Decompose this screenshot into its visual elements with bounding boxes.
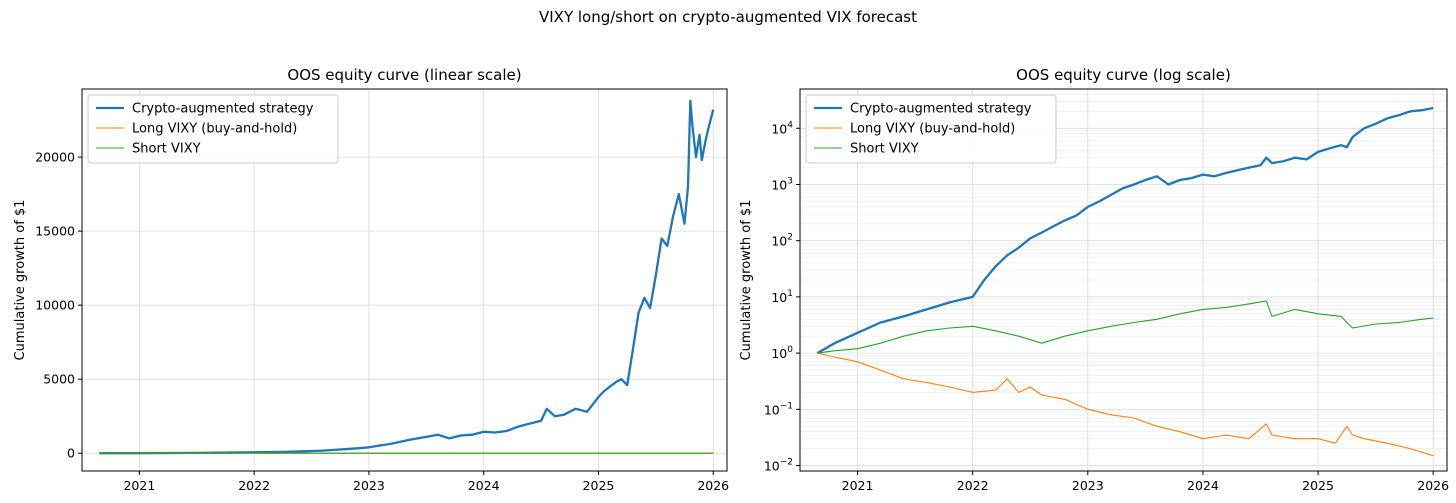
log-legend-label: Crypto-augmented strategy [850,102,1032,117]
log-y-tick-label: 10−2 [764,458,793,474]
log-legend-label: Long VIXY (buy-and-hold) [850,122,1015,137]
linear-x-tick-label: 2023 [353,478,385,493]
log-series-short-vixy [817,300,1434,354]
figure-suptitle: VIXY long/short on crypto-augmented VIX … [539,8,917,26]
log-axes-frame [799,88,1448,472]
linear-y-tick-label: 10000 [35,298,75,313]
log-x-tick-label: 2024 [1187,478,1219,493]
linear-legend: Crypto-augmented strategy Long VIXY (buy-… [87,94,339,164]
log-legend-box [805,94,1057,164]
log-y-tick-label: 10−1 [764,401,793,417]
log-y-axis-label: Cumulative growth of $1 [739,200,754,361]
linear-legend-label: Crypto-augmented strategy [132,102,314,117]
linear-scale-panel: 2021 2022 2023 2024 2025 2026 0 5000 10000 15000 2… [13,66,729,493]
log-y-tick-label: 100 [771,345,793,361]
linear-x-tick-label: 2024 [468,478,500,493]
log-series-long-vixy-buy-and-hold [817,352,1434,457]
linear-x-tick-label: 2022 [238,478,270,493]
linear-y-tick-label: 5000 [43,372,75,387]
linear-y-axis-label: Cumulative growth of $1 [13,200,28,361]
log-x-tick-label: 2022 [957,478,989,493]
linear-legend-box [87,94,339,164]
linear-series-crypto-augmented-strategy [99,99,715,455]
log-legend-label: Short VIXY [850,142,919,157]
linear-legend-label: Long VIXY (buy-and-hold) [132,122,297,137]
log-series-crypto-augmented-strategy [816,106,1434,355]
linear-axes-frame [81,88,728,472]
log-y-tick-label: 101 [771,289,793,305]
linear-y-tick-label: 15000 [35,224,75,239]
log-x-tick-label: 2025 [1302,478,1334,493]
log-y-tick-label: 104 [771,120,793,136]
log-chart-title: OOS equity curve (log scale) [1016,66,1231,84]
log-x-tick-label: 2021 [842,478,874,493]
linear-chart-title: OOS equity curve (linear scale) [287,66,521,84]
linear-x-tick-label: 2026 [697,478,729,493]
linear-y-tick-label: 0 [67,446,75,461]
linear-legend-label: Short VIXY [132,142,201,157]
log-scale-panel: 2021 2022 2023 2024 2025 2026 10−2 10−1 100 101 10… [739,66,1449,493]
log-legend: Crypto-augmented strategy Long VIXY (buy-… [805,94,1057,164]
log-x-tick-label: 2023 [1072,478,1104,493]
linear-y-tick-label: 20000 [35,150,75,165]
linear-x-tick-label: 2025 [583,478,615,493]
log-y-tick-label: 103 [771,177,793,193]
log-x-tick-label: 2026 [1417,478,1449,493]
log-y-tick-label: 102 [771,233,793,249]
linear-x-tick-label: 2021 [123,478,155,493]
